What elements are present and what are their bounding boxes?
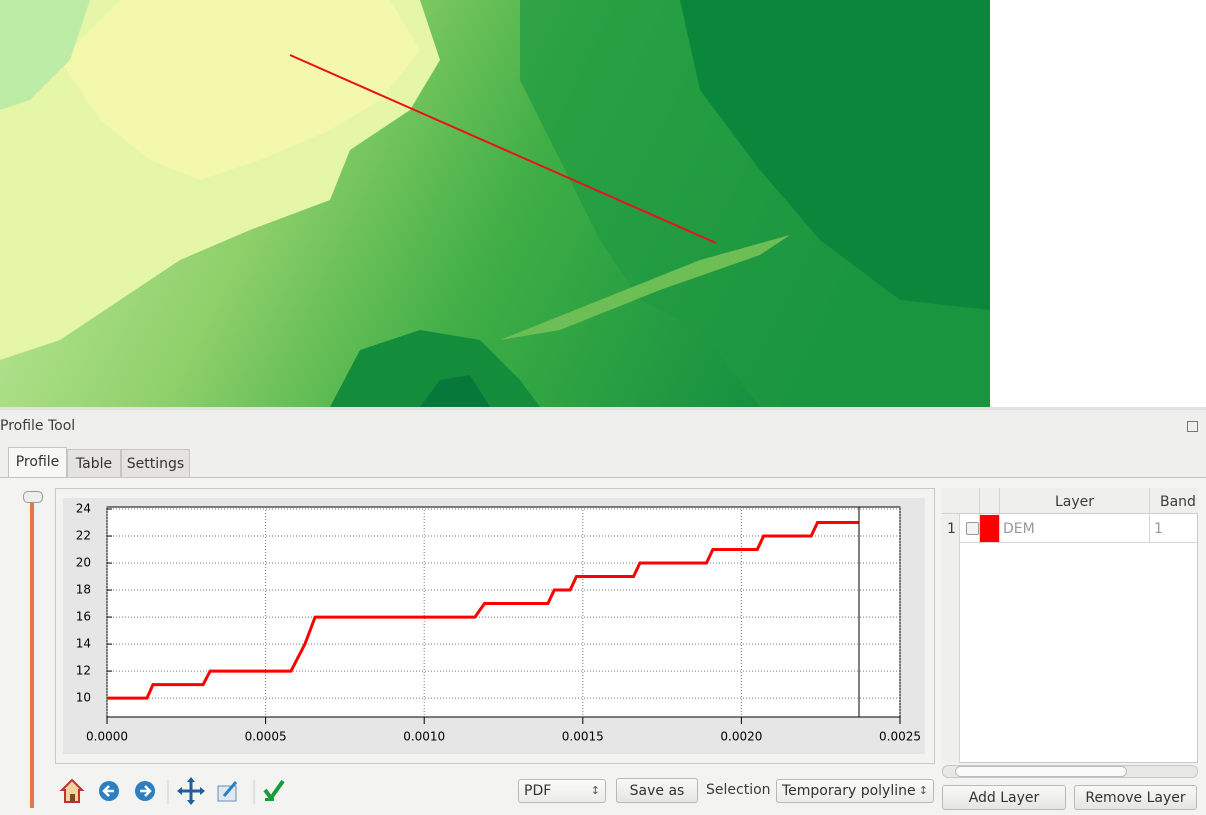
layer-band: 1 xyxy=(1154,521,1163,537)
back-button[interactable] xyxy=(99,781,119,801)
save-button[interactable]: Save as xyxy=(616,778,698,803)
y-tick-label: 10 xyxy=(76,691,91,705)
scrollbar-handle[interactable] xyxy=(955,766,1127,777)
y-tick-label: 22 xyxy=(76,529,91,543)
selection-label: Selection xyxy=(706,782,771,798)
y-tick-label: 12 xyxy=(76,664,91,678)
row-header xyxy=(942,488,960,763)
x-tick-label: 0.0000 xyxy=(86,730,128,744)
plot-toolbar xyxy=(59,777,285,805)
map-canvas[interactable] xyxy=(0,0,990,407)
format-combo[interactable]: PDF xyxy=(518,779,606,803)
x-tick-label: 0.0015 xyxy=(562,730,604,744)
layer-color[interactable] xyxy=(980,515,999,542)
float-button[interactable] xyxy=(1187,421,1198,432)
save-figure-button[interactable] xyxy=(263,779,285,802)
tab[interactable]: Table xyxy=(67,449,121,477)
column-header[interactable]: Band xyxy=(1160,494,1196,510)
pan-button[interactable] xyxy=(177,777,205,805)
add-layer-button[interactable]: Add Layer xyxy=(942,785,1066,810)
table-header xyxy=(942,488,1198,514)
y-tick-label: 18 xyxy=(76,583,91,597)
splitter[interactable] xyxy=(0,407,1206,410)
tab[interactable]: Profile xyxy=(8,447,67,478)
layer-name: DEM xyxy=(1003,521,1035,537)
y-tick-label: 20 xyxy=(76,556,91,570)
row-number: 1 xyxy=(947,521,956,537)
forward-button[interactable] xyxy=(135,781,155,801)
x-tick-label: 0.0025 xyxy=(879,730,921,744)
home-button[interactable] xyxy=(59,778,85,803)
profile-line xyxy=(107,521,859,700)
layer-checkbox[interactable] xyxy=(966,522,979,535)
panel-title: Profile Tool xyxy=(0,418,76,434)
slider-handle[interactable] xyxy=(23,491,43,503)
remove-layer-button[interactable]: Remove Layer xyxy=(1074,785,1197,810)
x-tick-label: 0.0020 xyxy=(720,730,762,744)
x-tick-label: 0.0005 xyxy=(245,730,287,744)
configure-button[interactable] xyxy=(217,781,238,802)
tab[interactable]: Settings xyxy=(121,449,190,477)
y-tick-label: 24 xyxy=(76,502,91,516)
map-blank xyxy=(990,0,1206,407)
profile-polyline xyxy=(289,54,717,244)
y-tick-label: 14 xyxy=(76,637,91,651)
selection-combo[interactable]: Temporary polyline xyxy=(776,779,934,803)
x-tick-label: 0.0010 xyxy=(403,730,445,744)
column-header[interactable]: Layer xyxy=(1054,494,1095,510)
profile-chart: 10 12 14 16 18 20 22 24 0.0000 0.0005 0.0010 0.0015… xyxy=(63,498,925,754)
y-tick-label: 16 xyxy=(76,610,91,624)
slider-track xyxy=(30,497,34,808)
